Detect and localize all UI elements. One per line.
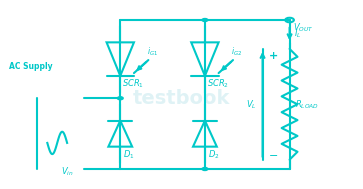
Text: $V_{in}$: $V_{in}$ — [61, 165, 74, 178]
Text: +: + — [269, 51, 278, 61]
Text: $D_2$: $D_2$ — [208, 149, 219, 161]
Circle shape — [117, 97, 123, 100]
Text: $-$: $-$ — [268, 149, 278, 159]
Circle shape — [202, 167, 208, 170]
Text: $SCR_2$: $SCR_2$ — [207, 78, 229, 90]
Text: $V_L$: $V_L$ — [246, 98, 257, 111]
Text: $i_{G2}$: $i_{G2}$ — [231, 46, 242, 58]
Text: $R_{LOAD}$: $R_{LOAD}$ — [295, 98, 319, 111]
Text: $SCR_1$: $SCR_1$ — [122, 78, 144, 90]
Text: $I_L$: $I_L$ — [294, 28, 301, 40]
Text: $i_{G1}$: $i_{G1}$ — [147, 46, 158, 58]
Text: $D_1$: $D_1$ — [123, 149, 135, 161]
Circle shape — [202, 19, 208, 22]
Text: $V_{OUT}$: $V_{OUT}$ — [293, 22, 314, 34]
Text: testbook: testbook — [133, 89, 230, 108]
Text: AC Supply: AC Supply — [9, 62, 52, 71]
